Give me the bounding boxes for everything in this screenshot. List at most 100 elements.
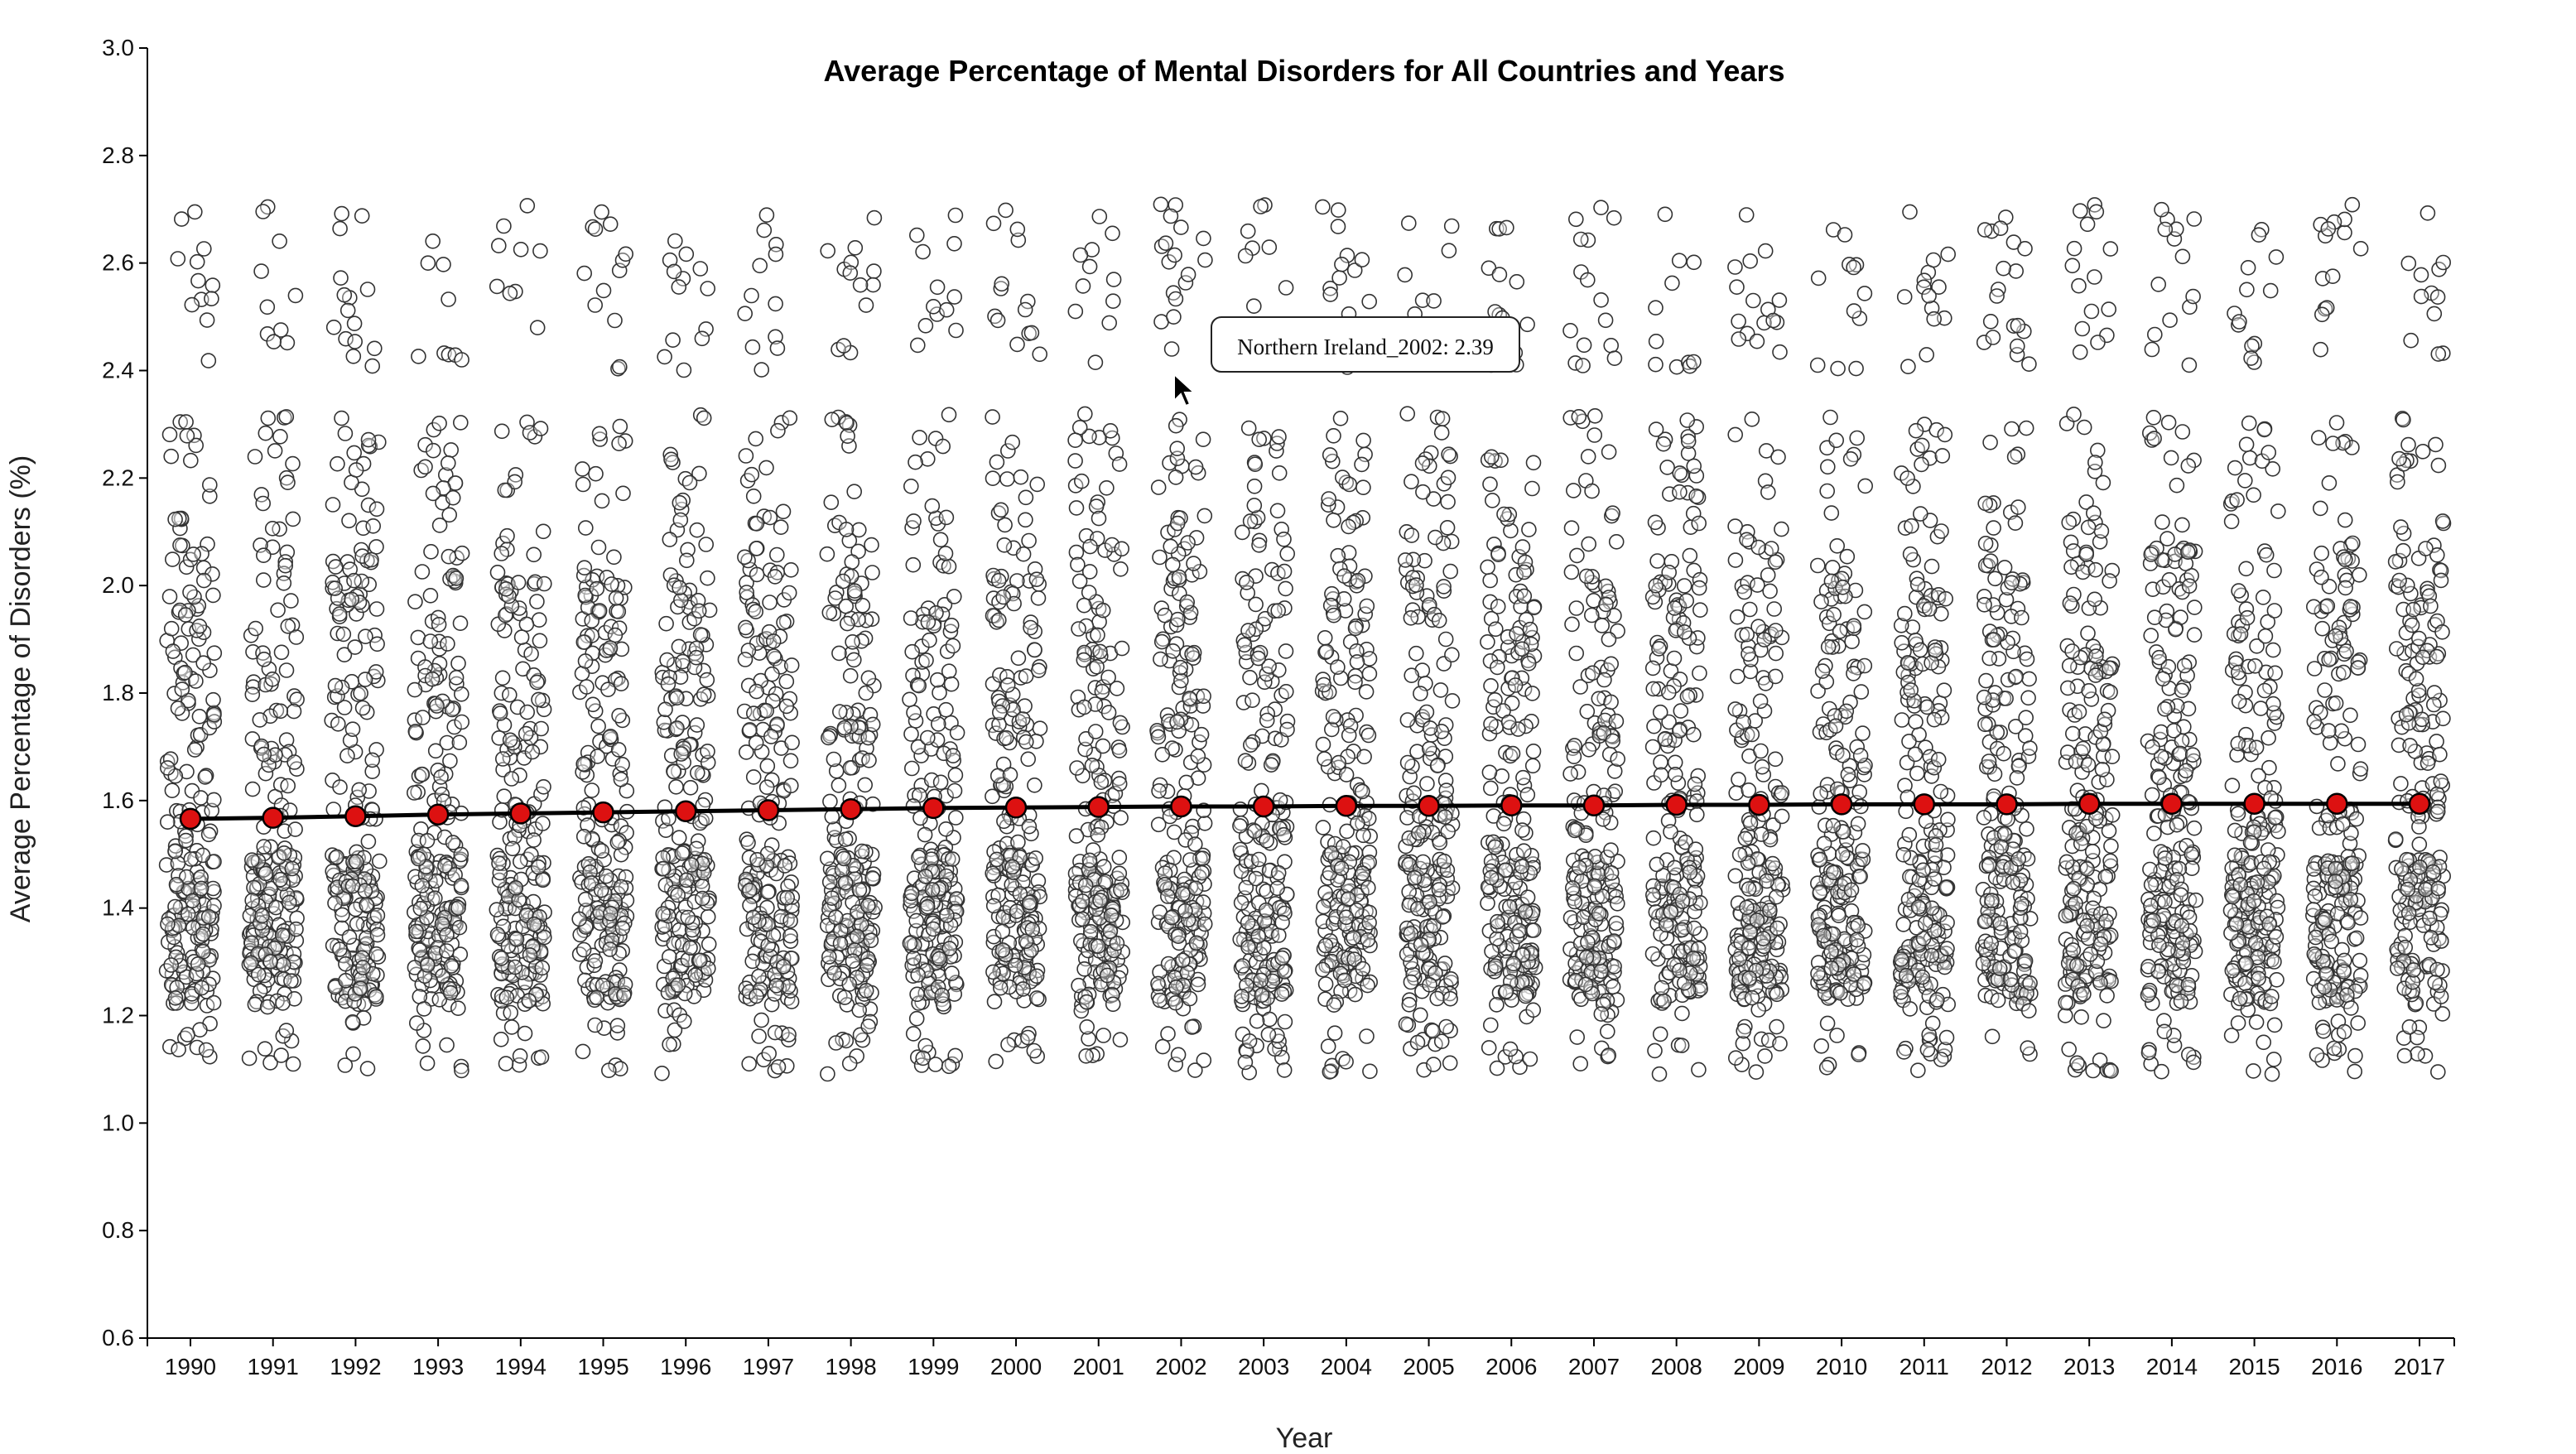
scatter-point[interactable] (777, 858, 793, 874)
scatter-point[interactable] (905, 798, 922, 814)
scatter-point[interactable] (1347, 674, 1363, 691)
scatter-point[interactable] (441, 548, 457, 565)
scatter-point[interactable] (611, 707, 627, 724)
scatter-point[interactable] (335, 626, 352, 643)
scatter-point[interactable] (1331, 270, 1347, 286)
scatter-point[interactable] (1317, 937, 1334, 954)
scatter-point[interactable] (341, 929, 358, 945)
scatter-point[interactable] (264, 520, 281, 537)
scatter-point[interactable] (422, 587, 439, 604)
scatter-point[interactable] (1647, 514, 1664, 531)
scatter-point[interactable] (532, 421, 549, 436)
scatter-point[interactable] (762, 509, 778, 526)
scatter-point[interactable] (1686, 726, 1702, 743)
scatter-point[interactable] (1014, 711, 1031, 727)
scatter-point[interactable] (775, 503, 792, 520)
scatter-point[interactable] (699, 672, 715, 688)
scatter-point[interactable] (255, 495, 272, 512)
scatter-point[interactable] (676, 362, 692, 378)
scatter-point[interactable] (1150, 729, 1167, 745)
scatter-point[interactable] (204, 291, 219, 307)
scatter-point[interactable] (861, 752, 877, 768)
scatter-point[interactable] (286, 991, 302, 1007)
scatter-point[interactable] (839, 615, 855, 632)
scatter-point[interactable] (272, 428, 288, 445)
scatter-point[interactable] (1398, 552, 1413, 568)
scatter-point[interactable] (1358, 684, 1375, 700)
scatter-point[interactable] (191, 618, 208, 634)
scatter-point[interactable] (1571, 859, 1587, 876)
scatter-point[interactable] (1487, 839, 1503, 855)
scatter-point[interactable] (1658, 917, 1674, 933)
scatter-point[interactable] (364, 358, 381, 374)
scatter-point[interactable] (656, 714, 672, 730)
scatter-point[interactable] (255, 547, 272, 564)
scatter-point[interactable] (1075, 911, 1091, 927)
scatter-point[interactable] (674, 845, 691, 861)
scatter-point[interactable] (280, 778, 296, 794)
scatter-point[interactable] (615, 485, 631, 502)
scatter-point[interactable] (672, 580, 687, 596)
scatter-point[interactable] (944, 851, 961, 867)
scatter-point[interactable] (1169, 515, 1186, 532)
scatter-point[interactable] (1645, 681, 1661, 697)
scatter-point[interactable] (1321, 491, 1336, 507)
scatter-point[interactable] (1606, 959, 1622, 975)
scatter-point[interactable] (272, 703, 289, 720)
scatter-point[interactable] (1691, 1062, 1707, 1078)
scatter-point[interactable] (360, 437, 377, 454)
scatter-point[interactable] (993, 980, 1009, 996)
scatter-point[interactable] (442, 753, 458, 769)
scatter-point[interactable] (1075, 893, 1091, 909)
scatter-point[interactable] (841, 1056, 858, 1071)
scatter-point[interactable] (682, 779, 699, 796)
scatter-point[interactable] (183, 851, 200, 867)
scatter-point[interactable] (328, 559, 344, 575)
scatter-point[interactable] (1070, 556, 1086, 573)
scatter-point[interactable] (167, 898, 183, 915)
scatter-point[interactable] (1902, 546, 1919, 562)
scatter-point[interactable] (441, 507, 458, 523)
scatter-point[interactable] (1572, 1056, 1588, 1071)
scatter-point[interactable] (1509, 273, 1525, 290)
scatter-point[interactable] (1686, 920, 1702, 936)
scatter-point[interactable] (427, 945, 444, 961)
scatter-point[interactable] (436, 257, 451, 272)
scatter-point[interactable] (943, 676, 960, 692)
scatter-point[interactable] (1087, 724, 1104, 739)
scatter-point[interactable] (1562, 766, 1578, 782)
scatter-point[interactable] (782, 912, 798, 929)
scatter-point[interactable] (357, 672, 373, 687)
scatter-point[interactable] (1810, 965, 1826, 981)
scatter-point[interactable] (1090, 627, 1105, 643)
scatter-point[interactable] (166, 686, 182, 701)
scatter-point[interactable] (1846, 259, 1861, 276)
scatter-point[interactable] (1105, 225, 1120, 242)
scatter-point[interactable] (692, 627, 709, 643)
scatter-point[interactable] (990, 572, 1007, 589)
scatter-point[interactable] (1278, 280, 1294, 296)
scatter-point[interactable] (1666, 650, 1683, 667)
scatter-point[interactable] (1771, 292, 1788, 308)
scatter-point[interactable] (346, 445, 363, 461)
scatter-point[interactable] (1664, 275, 1680, 291)
scatter-point[interactable] (1766, 601, 1782, 617)
scatter-point[interactable] (194, 546, 209, 562)
scatter-point[interactable] (1095, 738, 1111, 754)
scatter-point[interactable] (532, 243, 548, 259)
scatter-point[interactable] (991, 612, 1007, 628)
scatter-point[interactable] (369, 908, 386, 923)
scatter-point[interactable] (1409, 1034, 1426, 1051)
scatter-point[interactable] (1024, 922, 1040, 937)
scatter-point[interactable] (412, 942, 428, 958)
scatter-point[interactable] (351, 782, 368, 798)
scatter-point[interactable] (252, 712, 268, 728)
scatter-point[interactable] (177, 664, 193, 681)
scatter-point[interactable] (1163, 341, 1180, 357)
scatter-point[interactable] (250, 966, 267, 983)
scatter-point[interactable] (1848, 360, 1864, 377)
scatter-point[interactable] (659, 652, 675, 668)
scatter-point[interactable] (443, 442, 460, 458)
scatter-point[interactable] (354, 700, 371, 716)
scatter-point[interactable] (205, 587, 221, 604)
